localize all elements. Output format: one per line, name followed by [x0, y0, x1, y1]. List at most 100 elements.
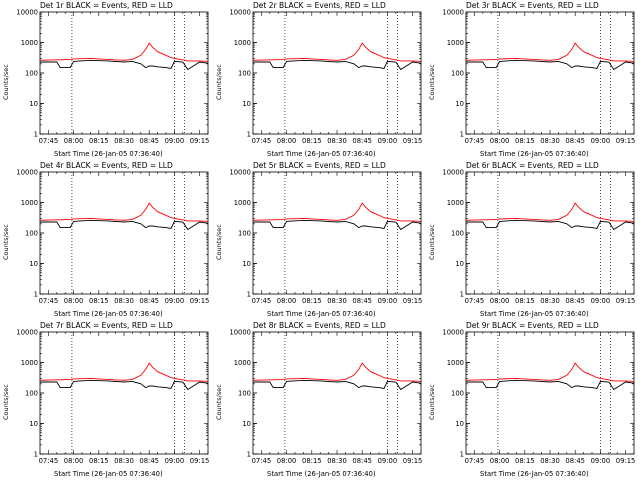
events-series-line — [466, 219, 635, 231]
panel-title: Det 7r BLACK = Events, RED = LLD — [40, 321, 173, 330]
plot-frame — [465, 171, 635, 295]
y-tick-label: 10000 — [442, 328, 464, 336]
x-tick-label: 08:45 — [139, 297, 159, 305]
y-axis-label: Counts/sec — [215, 384, 223, 420]
panel-title: Det 4r BLACK = Events, RED = LLD — [40, 161, 173, 170]
panel-chart: 1 10 100 1000 10000 07:45 08:00 08:15 08:30 08:45… — [16, 8, 209, 145]
y-tick-label: 1000 — [447, 39, 464, 47]
panel-chart: 1 10 100 1000 10000 07:45 08:00 08:15 08:30 08:45… — [16, 168, 210, 305]
x-axis-label: Start Time (26-Jan-05 07:36:40) — [480, 470, 589, 478]
panel-title: Det 8r BLACK = Events, RED = LLD — [253, 321, 386, 330]
panel-title: Det 5r BLACK = Events, RED = LLD — [253, 161, 386, 170]
x-axis-label: Start Time (26-Jan-05 07:36:40) — [54, 470, 163, 478]
detector-panel: Det 1r BLACK = Events, RED = LLD 1 10 100 10… — [0, 0, 213, 160]
lld-series-line — [39, 202, 209, 222]
y-tick-label: 1 — [34, 130, 38, 138]
panel-title: Det 3r BLACK = Events, RED = LLD — [466, 1, 599, 10]
events-series-line — [40, 379, 209, 391]
y-tick-label: 100 — [238, 69, 251, 77]
events-series-line — [466, 379, 635, 391]
y-tick-label: 1000 — [234, 39, 251, 47]
y-tick-label: 100 — [25, 69, 38, 77]
y-tick-label: 10000 — [16, 8, 38, 16]
plot-frame — [39, 331, 209, 455]
x-tick-label: 09:00 — [165, 137, 185, 145]
x-axis-label: Start Time (26-Jan-05 07:36:40) — [480, 310, 589, 318]
y-tick-label: 1 — [460, 130, 464, 138]
y-tick-label: 10000 — [16, 328, 38, 336]
plot-frame — [39, 171, 209, 295]
plot-frame — [252, 11, 422, 135]
x-tick-label: 08:45 — [139, 137, 159, 145]
x-tick-label: 07:45 — [252, 457, 272, 465]
y-tick-label: 1 — [460, 290, 464, 298]
x-tick-label: 08:00 — [277, 297, 297, 305]
x-tick-label: 08:30 — [114, 137, 134, 145]
x-tick-label: 08:45 — [352, 457, 372, 465]
y-tick-label: 10 — [455, 100, 464, 108]
lld-series-line — [252, 202, 422, 222]
y-tick-label: 100 — [25, 229, 38, 237]
y-tick-label: 1 — [460, 450, 464, 458]
x-tick-label: 09:00 — [591, 137, 611, 145]
x-tick-label: 08:45 — [352, 137, 372, 145]
x-tick-label: 09:00 — [591, 457, 611, 465]
y-tick-label: 10 — [242, 420, 251, 428]
x-axis-label: Start Time (26-Jan-05 07:36:40) — [267, 310, 376, 318]
x-tick-label: 09:15 — [403, 297, 423, 305]
x-tick-label: 07:45 — [39, 297, 59, 305]
y-tick-label: 100 — [451, 389, 464, 397]
x-tick-label: 08:15 — [302, 457, 322, 465]
plot-frame — [252, 171, 422, 295]
lld-series-line — [39, 42, 209, 62]
x-tick-label: 08:30 — [327, 457, 347, 465]
x-tick-label: 07:45 — [465, 297, 485, 305]
x-tick-label: 08:45 — [565, 137, 585, 145]
x-tick-label: 08:15 — [515, 457, 535, 465]
x-tick-label: 08:15 — [89, 137, 109, 145]
events-series-line — [253, 379, 422, 391]
x-tick-label: 08:00 — [490, 297, 510, 305]
detector-panel: Det 6r BLACK = Events, RED = LLD 1 10 100 10… — [426, 160, 639, 320]
y-tick-label: 10 — [29, 260, 38, 268]
panel-chart: 1 10 100 1000 10000 07:45 08:00 08:15 08:30 08:45… — [442, 8, 636, 145]
x-tick-label: 08:15 — [302, 297, 322, 305]
detector-panel: Det 3r BLACK = Events, RED = LLD 1 10 100 10… — [426, 0, 639, 160]
x-axis-label: Start Time (26-Jan-05 07:36:40) — [267, 150, 376, 158]
events-series-line — [253, 219, 422, 231]
x-tick-label: 09:15 — [403, 137, 423, 145]
y-tick-label: 1000 — [21, 199, 38, 207]
y-tick-label: 100 — [238, 389, 251, 397]
events-series-line — [466, 59, 635, 71]
y-tick-label: 1 — [247, 450, 251, 458]
y-tick-label: 100 — [25, 389, 38, 397]
x-tick-label: 08:45 — [565, 457, 585, 465]
y-axis-label: Counts/sec — [215, 224, 223, 260]
x-tick-label: 07:45 — [465, 137, 485, 145]
x-tick-label: 09:15 — [616, 137, 636, 145]
x-tick-label: 08:30 — [540, 297, 560, 305]
y-tick-label: 10 — [242, 260, 251, 268]
detector-panel: Det 2r BLACK = Events, RED = LLD 1 10 100 10… — [213, 0, 426, 160]
lld-series-line — [465, 42, 635, 62]
x-tick-label: 09:15 — [190, 457, 210, 465]
panel-title: Det 2r BLACK = Events, RED = LLD — [253, 1, 386, 10]
y-tick-label: 1000 — [21, 39, 38, 47]
plot-frame — [39, 11, 209, 135]
x-tick-label: 09:00 — [165, 457, 185, 465]
y-tick-label: 1000 — [234, 199, 251, 207]
y-tick-label: 1000 — [447, 359, 464, 367]
y-axis-label: Counts/sec — [428, 224, 436, 260]
lld-series-line — [252, 362, 422, 382]
detector-panel: Det 7r BLACK = Events, RED = LLD 1 10 100 10… — [0, 320, 213, 480]
x-tick-label: 08:00 — [64, 457, 84, 465]
x-tick-label: 07:45 — [252, 137, 272, 145]
x-tick-label: 08:30 — [540, 137, 560, 145]
x-tick-label: 09:15 — [190, 297, 210, 305]
x-tick-label: 08:00 — [490, 137, 510, 145]
x-tick-label: 09:00 — [378, 137, 398, 145]
x-tick-label: 08:15 — [515, 137, 535, 145]
x-tick-label: 07:45 — [252, 297, 272, 305]
detector-panel: Det 4r BLACK = Events, RED = LLD 1 10 100 10… — [0, 160, 213, 320]
